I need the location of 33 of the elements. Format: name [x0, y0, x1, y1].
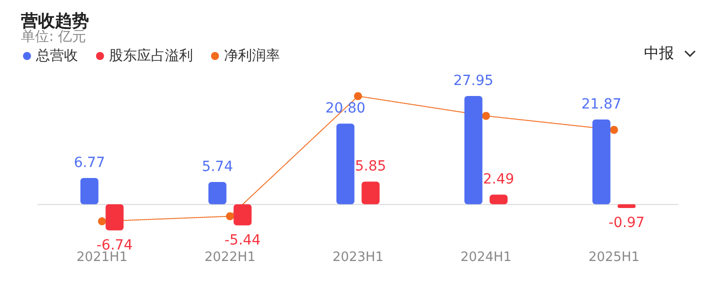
bar [80, 178, 98, 204]
data-label: 27.95 [453, 72, 494, 89]
bar [234, 204, 252, 226]
bar [106, 204, 124, 230]
bar [618, 204, 636, 208]
bar [208, 182, 226, 204]
x-tick-label: 2023H1 [332, 250, 384, 265]
bar [464, 96, 482, 204]
point [98, 217, 106, 226]
data-label: 6.77 [74, 155, 105, 172]
text: 中报 [644, 44, 674, 63]
legend-label: 净利润率 [224, 48, 280, 64]
x-tick-label: 2021H1 [76, 250, 128, 265]
point [226, 212, 234, 220]
bar [362, 182, 380, 204]
x-tick-label: 2025H1 [588, 250, 640, 265]
data-label: -5.44 [224, 232, 261, 248]
point [610, 126, 618, 134]
data-label: 5.74 [202, 159, 234, 176]
chart-subtitle: 单位: 亿元 [21, 29, 86, 45]
x-tick-label: 2024H1 [460, 250, 512, 265]
bar [592, 120, 610, 204]
legend-label: 股东应占溢利 [109, 48, 193, 64]
bar [336, 124, 354, 204]
data-label: 2.49 [483, 172, 514, 188]
data-label: 21.87 [581, 96, 622, 113]
legend-label: 总营收 [35, 48, 78, 64]
point [354, 92, 362, 100]
data-label: 5.85 [355, 158, 386, 175]
data-label: -0.97 [608, 215, 645, 232]
point [482, 112, 490, 120]
bar [490, 194, 508, 204]
x-tick-label: 2022H1 [204, 250, 256, 265]
